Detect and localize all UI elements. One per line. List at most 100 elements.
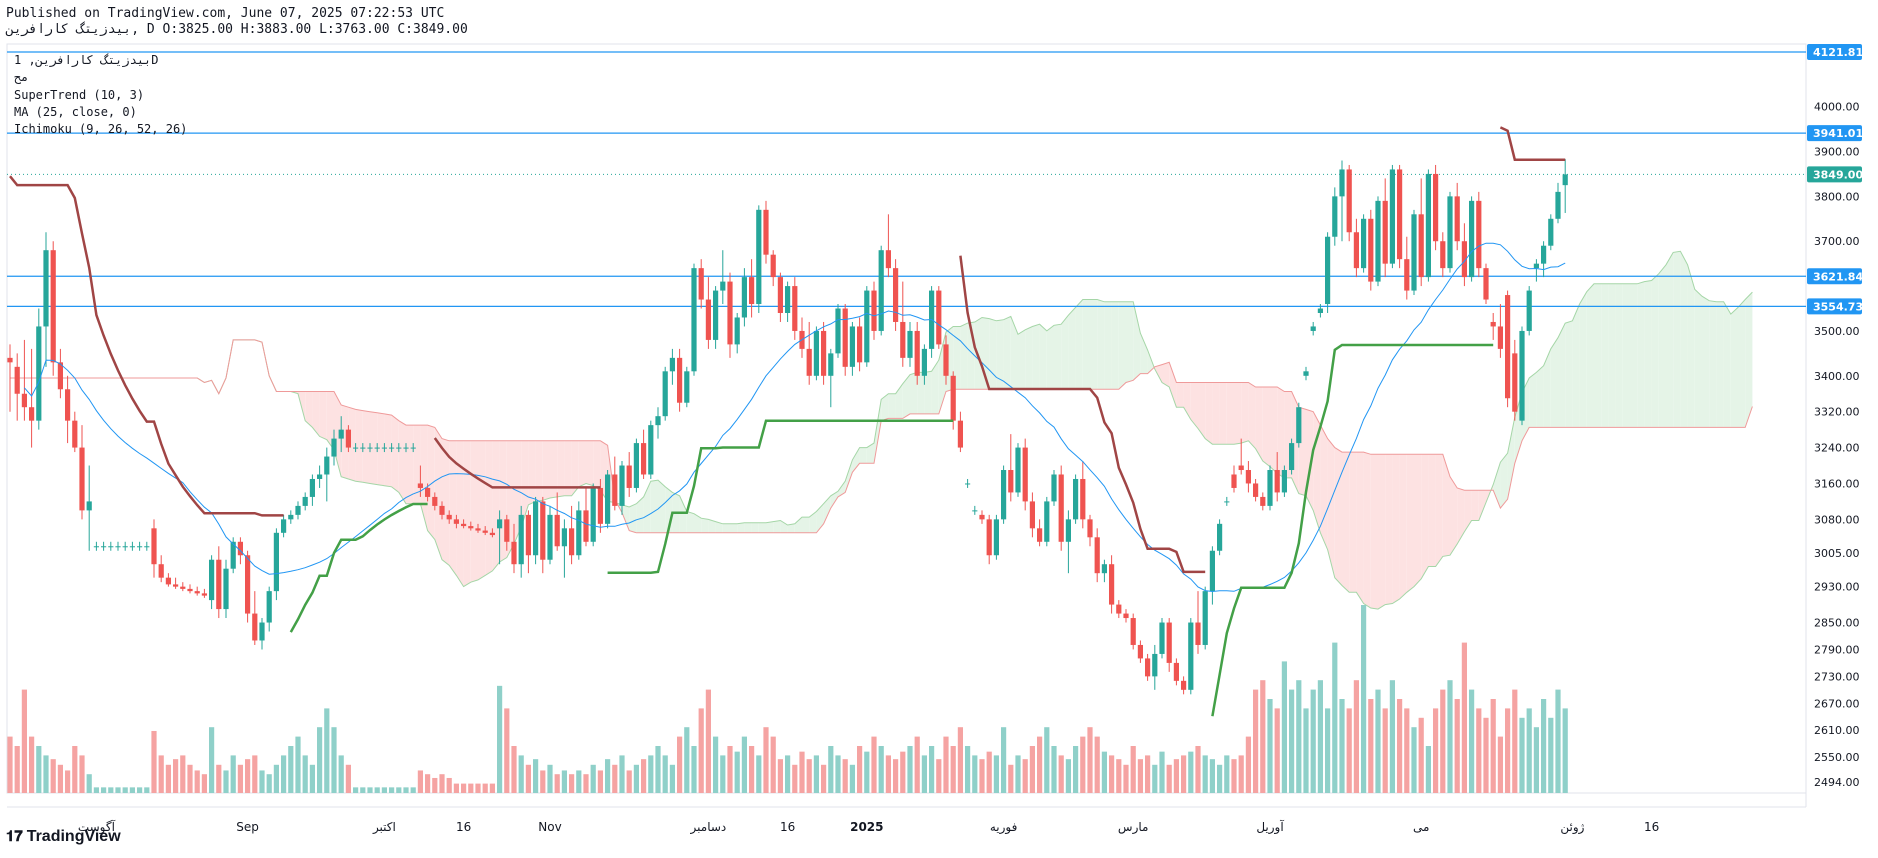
- candle-body[interactable]: [101, 546, 107, 548]
- candle-body[interactable]: [1116, 604, 1122, 614]
- candle-body[interactable]: [792, 286, 798, 331]
- candle-body[interactable]: [50, 250, 56, 363]
- candle-body[interactable]: [1238, 465, 1244, 471]
- candle-body[interactable]: [835, 308, 841, 354]
- candle-body[interactable]: [720, 281, 726, 291]
- candle-body[interactable]: [1541, 245, 1547, 264]
- candle-body[interactable]: [245, 555, 251, 614]
- candle-body[interactable]: [1389, 169, 1395, 264]
- candle-body[interactable]: [907, 330, 913, 358]
- candle-body[interactable]: [569, 528, 575, 556]
- candle-body[interactable]: [1461, 241, 1467, 278]
- candle-body[interactable]: [655, 416, 661, 426]
- candle-body[interactable]: [677, 357, 683, 403]
- candle-body[interactable]: [36, 326, 42, 421]
- candle-body[interactable]: [806, 348, 812, 376]
- candle-body[interactable]: [396, 447, 402, 449]
- candle-body[interactable]: [1080, 478, 1086, 520]
- candle-body[interactable]: [533, 501, 539, 556]
- candle-body[interactable]: [511, 541, 517, 565]
- candle-body[interactable]: [1065, 519, 1071, 542]
- candle-body[interactable]: [871, 290, 877, 331]
- candle-body[interactable]: [1094, 537, 1100, 574]
- candle-body[interactable]: [1339, 169, 1345, 197]
- candle-body[interactable]: [1332, 196, 1338, 237]
- candle-body[interactable]: [446, 514, 452, 520]
- candle-body[interactable]: [489, 532, 495, 536]
- candle-body[interactable]: [821, 330, 827, 376]
- candle-body[interactable]: [741, 277, 747, 318]
- candle-body[interactable]: [331, 438, 337, 457]
- candle-body[interactable]: [482, 530, 488, 533]
- candle-body[interactable]: [1404, 259, 1410, 291]
- candle-body[interactable]: [137, 546, 143, 548]
- candle-body[interactable]: [1209, 550, 1215, 592]
- candle-body[interactable]: [475, 528, 481, 531]
- candle-body[interactable]: [734, 317, 740, 345]
- candle-body[interactable]: [597, 487, 603, 524]
- candle-body[interactable]: [389, 447, 395, 449]
- candle-body[interactable]: [576, 510, 582, 556]
- candle-body[interactable]: [79, 447, 85, 511]
- candle-body[interactable]: [21, 393, 27, 408]
- candle-body[interactable]: [273, 532, 279, 592]
- legend-ma[interactable]: MA (25, close, 0): [14, 105, 137, 119]
- candle-body[interactable]: [1548, 218, 1554, 246]
- candle-body[interactable]: [763, 209, 769, 255]
- candle-body[interactable]: [993, 519, 999, 556]
- candle-body[interactable]: [1296, 407, 1302, 444]
- candle-body[interactable]: [749, 277, 755, 305]
- candle-body[interactable]: [439, 505, 445, 515]
- candle-body[interactable]: [1109, 564, 1115, 605]
- candle-body[interactable]: [590, 487, 596, 542]
- candle-body[interactable]: [201, 593, 207, 596]
- candle-body[interactable]: [1044, 501, 1050, 542]
- candle-body[interactable]: [1505, 295, 1511, 399]
- candle-body[interactable]: [885, 250, 891, 269]
- candle-body[interactable]: [828, 353, 834, 376]
- candle-body[interactable]: [497, 519, 503, 529]
- candle-body[interactable]: [713, 290, 719, 340]
- candle-body[interactable]: [288, 514, 294, 520]
- candle-body[interactable]: [1310, 326, 1316, 331]
- candle-body[interactable]: [1274, 470, 1280, 493]
- candle-body[interactable]: [360, 447, 366, 449]
- candle-body[interactable]: [1526, 290, 1532, 331]
- candle-body[interactable]: [669, 357, 675, 372]
- candle-body[interactable]: [252, 613, 258, 641]
- candle-body[interactable]: [1101, 564, 1107, 574]
- candle-body[interactable]: [864, 290, 870, 363]
- candle-body[interactable]: [849, 326, 855, 367]
- candle-body[interactable]: [1173, 662, 1179, 681]
- candle-body[interactable]: [1303, 371, 1309, 376]
- candle-body[interactable]: [1346, 169, 1352, 233]
- candle-body[interactable]: [338, 429, 344, 439]
- candle-body[interactable]: [662, 371, 668, 417]
- candle-body[interactable]: [14, 366, 20, 394]
- candle-body[interactable]: [857, 326, 863, 363]
- candle-body[interactable]: [1368, 218, 1374, 282]
- candle-body[interactable]: [504, 519, 510, 542]
- candle-body[interactable]: [583, 510, 589, 542]
- candle-body[interactable]: [1440, 241, 1446, 269]
- candle-body[interactable]: [641, 443, 647, 475]
- candle-body[interactable]: [317, 474, 323, 479]
- candle-body[interactable]: [1519, 330, 1525, 421]
- candle-body[interactable]: [691, 268, 697, 372]
- candle-body[interactable]: [417, 483, 423, 488]
- candle-body[interactable]: [1181, 680, 1187, 690]
- candle-body[interactable]: [547, 514, 553, 560]
- candle-body[interactable]: [1397, 169, 1403, 260]
- candle-body[interactable]: [1375, 200, 1381, 282]
- candle-body[interactable]: [187, 588, 193, 592]
- candle-body[interactable]: [1361, 218, 1367, 269]
- candle-body[interactable]: [878, 250, 884, 331]
- candle-body[interactable]: [1353, 232, 1359, 269]
- candle-body[interactable]: [1130, 618, 1136, 645]
- candle-body[interactable]: [281, 519, 287, 533]
- candle-body[interactable]: [410, 447, 416, 449]
- candle-body[interactable]: [605, 474, 611, 524]
- candle-body[interactable]: [1562, 174, 1568, 186]
- candle-body[interactable]: [684, 371, 690, 403]
- candle-body[interactable]: [1253, 483, 1259, 497]
